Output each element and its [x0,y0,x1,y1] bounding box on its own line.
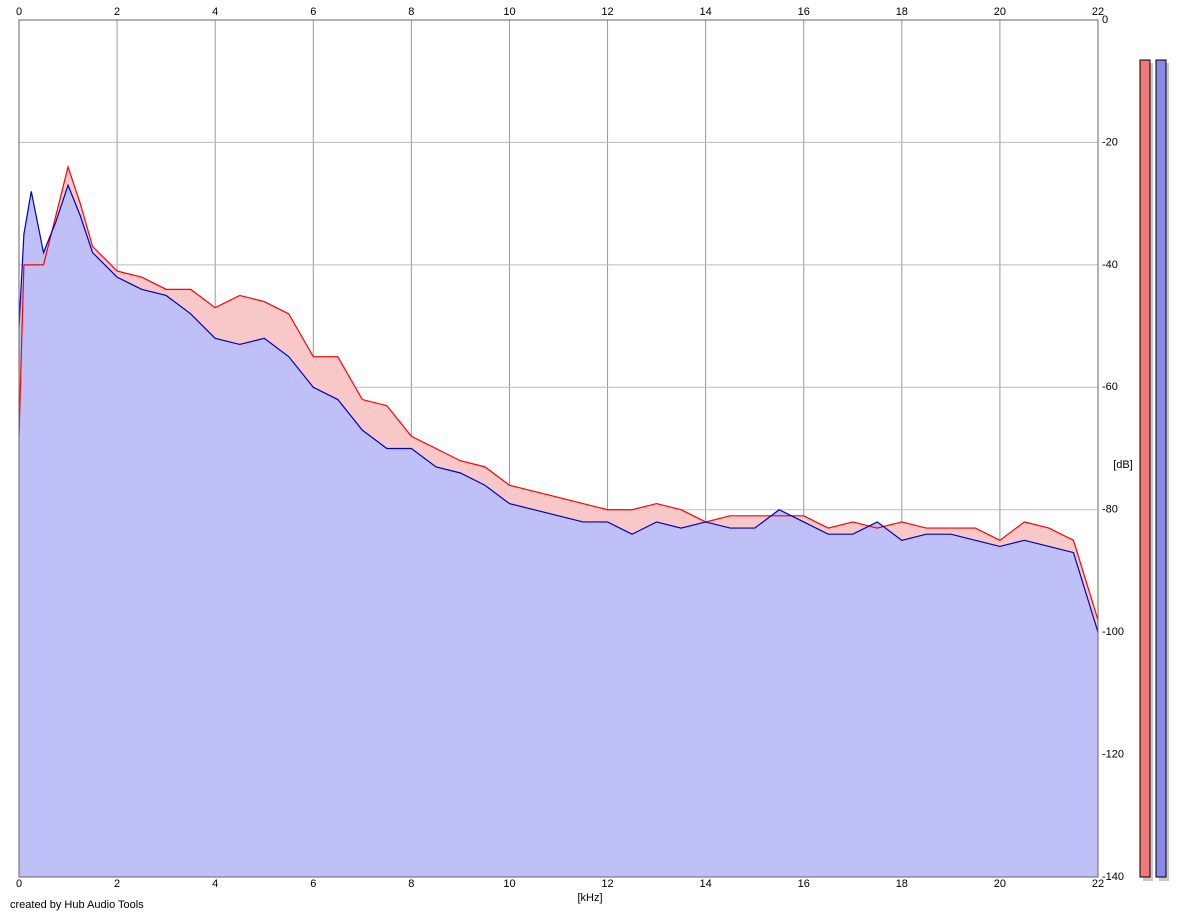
x-tick-label: 10 [503,6,515,18]
x-tick-label: 18 [896,878,908,890]
y-tick-label: -40 [1102,259,1118,271]
plot [18,19,1099,878]
x-tick-label: 4 [212,6,218,18]
x-tick-label: 14 [700,878,712,890]
x-axis-label: [kHz] [577,892,602,904]
x-tick-label: 2 [114,6,120,18]
y-tick-label: 0 [1102,14,1108,26]
x-tick-label: 4 [212,878,218,890]
y-tick-label: -20 [1102,136,1118,148]
x-tick-label: 16 [798,6,810,18]
y-tick-label: -100 [1102,626,1124,638]
y-tick-label: -80 [1102,504,1118,516]
x-tick-label: 16 [798,878,810,890]
x-tick-label: 22 [1092,6,1104,18]
x-tick-label: 6 [310,878,316,890]
spectrum-line [18,183,1099,633]
x-tick-label: 6 [310,6,316,18]
credit: created by Hub Audio Tools [10,899,144,911]
x-tick-label: 18 [896,6,908,18]
spectrum-line [18,164,1099,621]
x-tick-label: 10 [503,878,515,890]
x-tick-label: 20 [994,878,1006,890]
x-tick-label: 14 [700,6,712,18]
x-tick-label: 20 [994,6,1006,18]
x-tick-label: 12 [601,878,613,890]
spectrum-area [19,185,1098,877]
y-tick-label: -140 [1102,871,1124,883]
x-tick-label: 2 [114,878,120,890]
x-tick-label: 22 [1092,878,1104,890]
x-tick-label: 0 [16,6,22,18]
x-tick-label: 8 [408,878,414,890]
y-tick-label: -60 [1102,381,1118,393]
y-axis-label: [dB] [1113,459,1133,471]
y-tick-label: -120 [1102,748,1124,760]
x-tick-label: 12 [601,6,613,18]
x-tick-label: 0 [16,878,22,890]
left-meter [1139,59,1151,878]
x-tick-label: 8 [408,6,414,18]
plot-border [18,19,1099,878]
right-meter [1155,59,1167,878]
